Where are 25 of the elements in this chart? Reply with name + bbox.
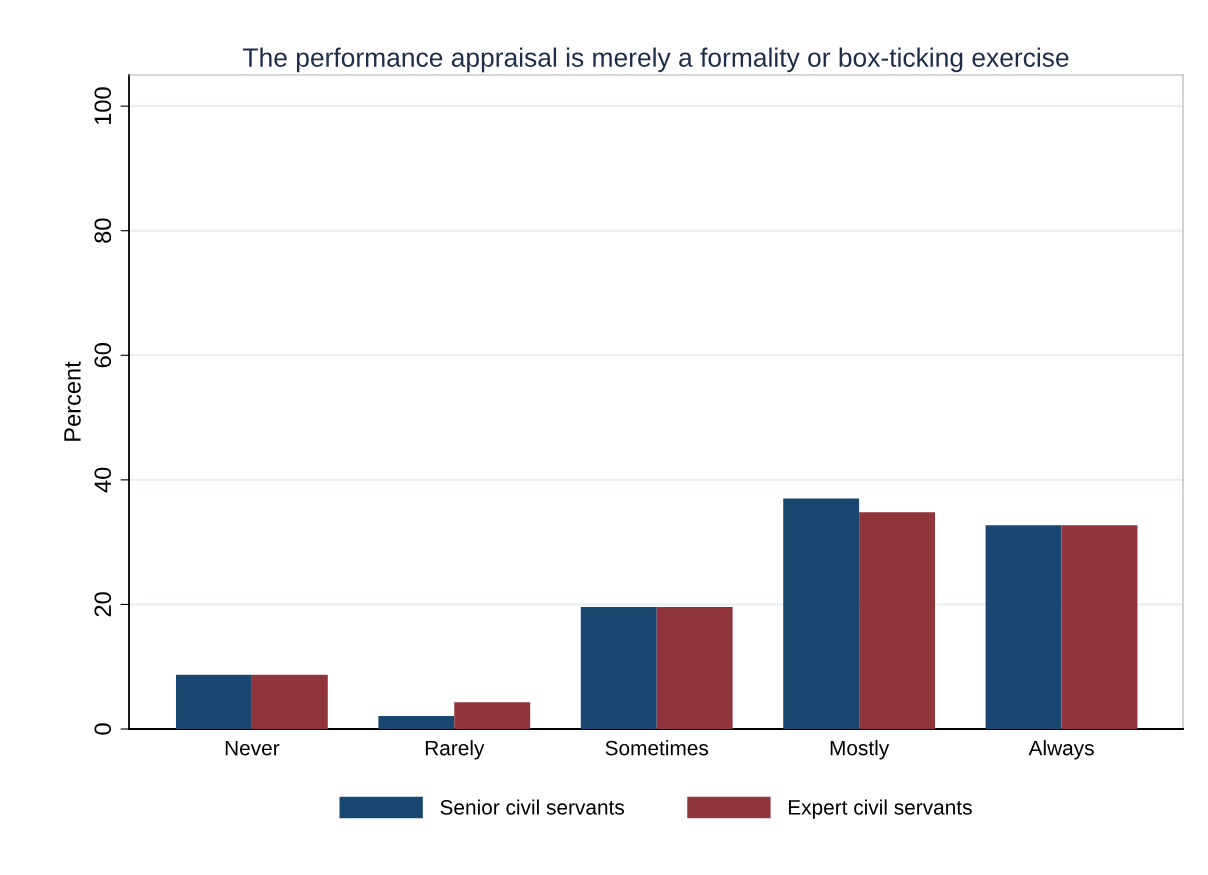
bar — [378, 715, 455, 729]
x-tick-label: Rarely — [425, 740, 485, 760]
y-tick-label: 0 — [94, 723, 112, 735]
y-axis-title: Percent — [64, 361, 81, 441]
chart-title: The performance appraisal is merely a formality or box-ticking exercise — [243, 47, 1069, 73]
bar — [580, 606, 657, 729]
y-tick-label: 100 — [94, 87, 112, 125]
bar — [656, 606, 733, 729]
bar — [985, 525, 1062, 729]
legend-label: Expert civil servants — [788, 799, 972, 819]
x-tick-label: Always — [1028, 740, 1094, 760]
bar — [175, 674, 252, 729]
bar — [859, 512, 936, 729]
legend-label: Senior civil servants — [440, 799, 625, 815]
bar — [251, 674, 328, 729]
x-tick-label: Sometimes — [605, 740, 709, 756]
x-tick-label: Mostly — [830, 740, 890, 760]
bar — [454, 702, 531, 729]
y-tick-label: 40 — [94, 467, 112, 493]
y-tick-label: 20 — [94, 592, 112, 617]
bar — [1061, 525, 1138, 729]
y-tick-label: 60 — [94, 343, 112, 368]
bar — [783, 498, 860, 729]
x-tick-label: Never — [225, 740, 280, 756]
y-tick-label: 80 — [94, 218, 112, 243]
